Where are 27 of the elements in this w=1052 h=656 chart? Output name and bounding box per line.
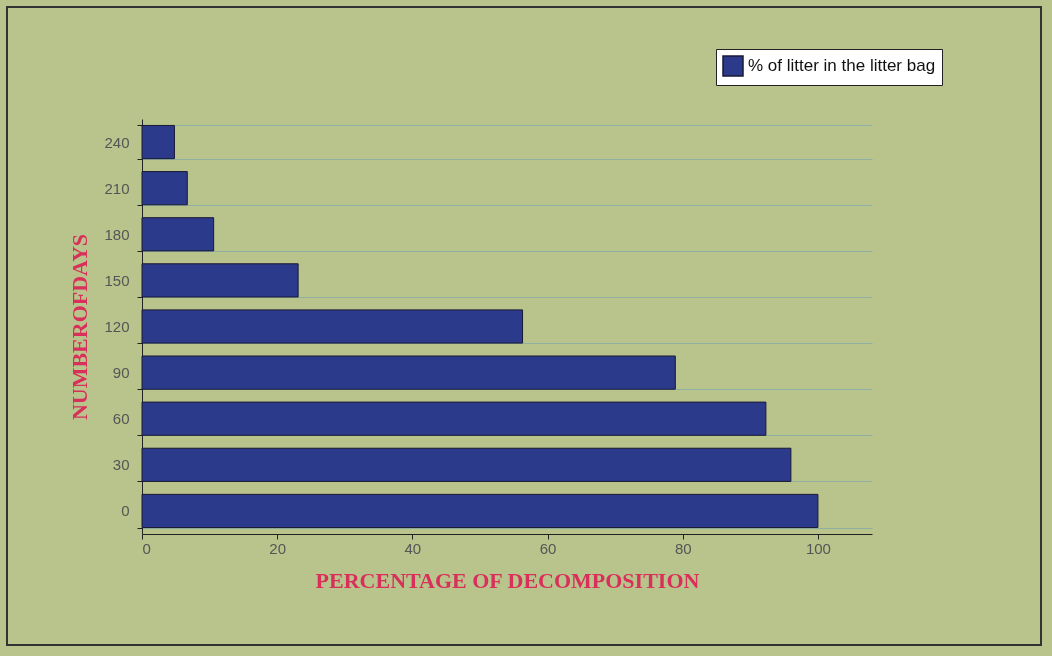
- x-tick-label: 80: [674, 539, 692, 557]
- bar: [141, 355, 676, 390]
- bar: [141, 309, 524, 344]
- y-tick-label: 0: [121, 502, 130, 520]
- y-tick-label: 120: [104, 318, 130, 335]
- y-tick-label: 240: [104, 133, 130, 151]
- x-tick-label: 100: [805, 539, 831, 557]
- y-tick-label: 150: [104, 271, 130, 289]
- legend-label: % of litter in the litter bag: [748, 56, 936, 75]
- bar: [141, 124, 175, 160]
- x-tick-label: 40: [404, 539, 422, 557]
- y-tick-label: 30: [112, 456, 130, 474]
- bar: [141, 401, 767, 436]
- bar: [141, 217, 215, 252]
- y-tick-label: 180: [104, 225, 130, 243]
- x-tick-label: 20: [269, 539, 287, 557]
- bar: [141, 171, 188, 206]
- bar: [141, 447, 792, 482]
- bar: [141, 263, 299, 298]
- x-tick-label: 60: [539, 539, 557, 557]
- x-axis-title: PERCENTAGE OF DECOMPOSITION: [315, 567, 700, 593]
- y-tick-label: 90: [112, 364, 130, 382]
- bar: [141, 493, 819, 529]
- y-tick-label: 210: [104, 179, 130, 197]
- x-tick-label: 0: [142, 539, 151, 557]
- y-tick-label: 60: [112, 410, 130, 428]
- y-axis-title: NUMBEROFDAYS: [67, 233, 93, 421]
